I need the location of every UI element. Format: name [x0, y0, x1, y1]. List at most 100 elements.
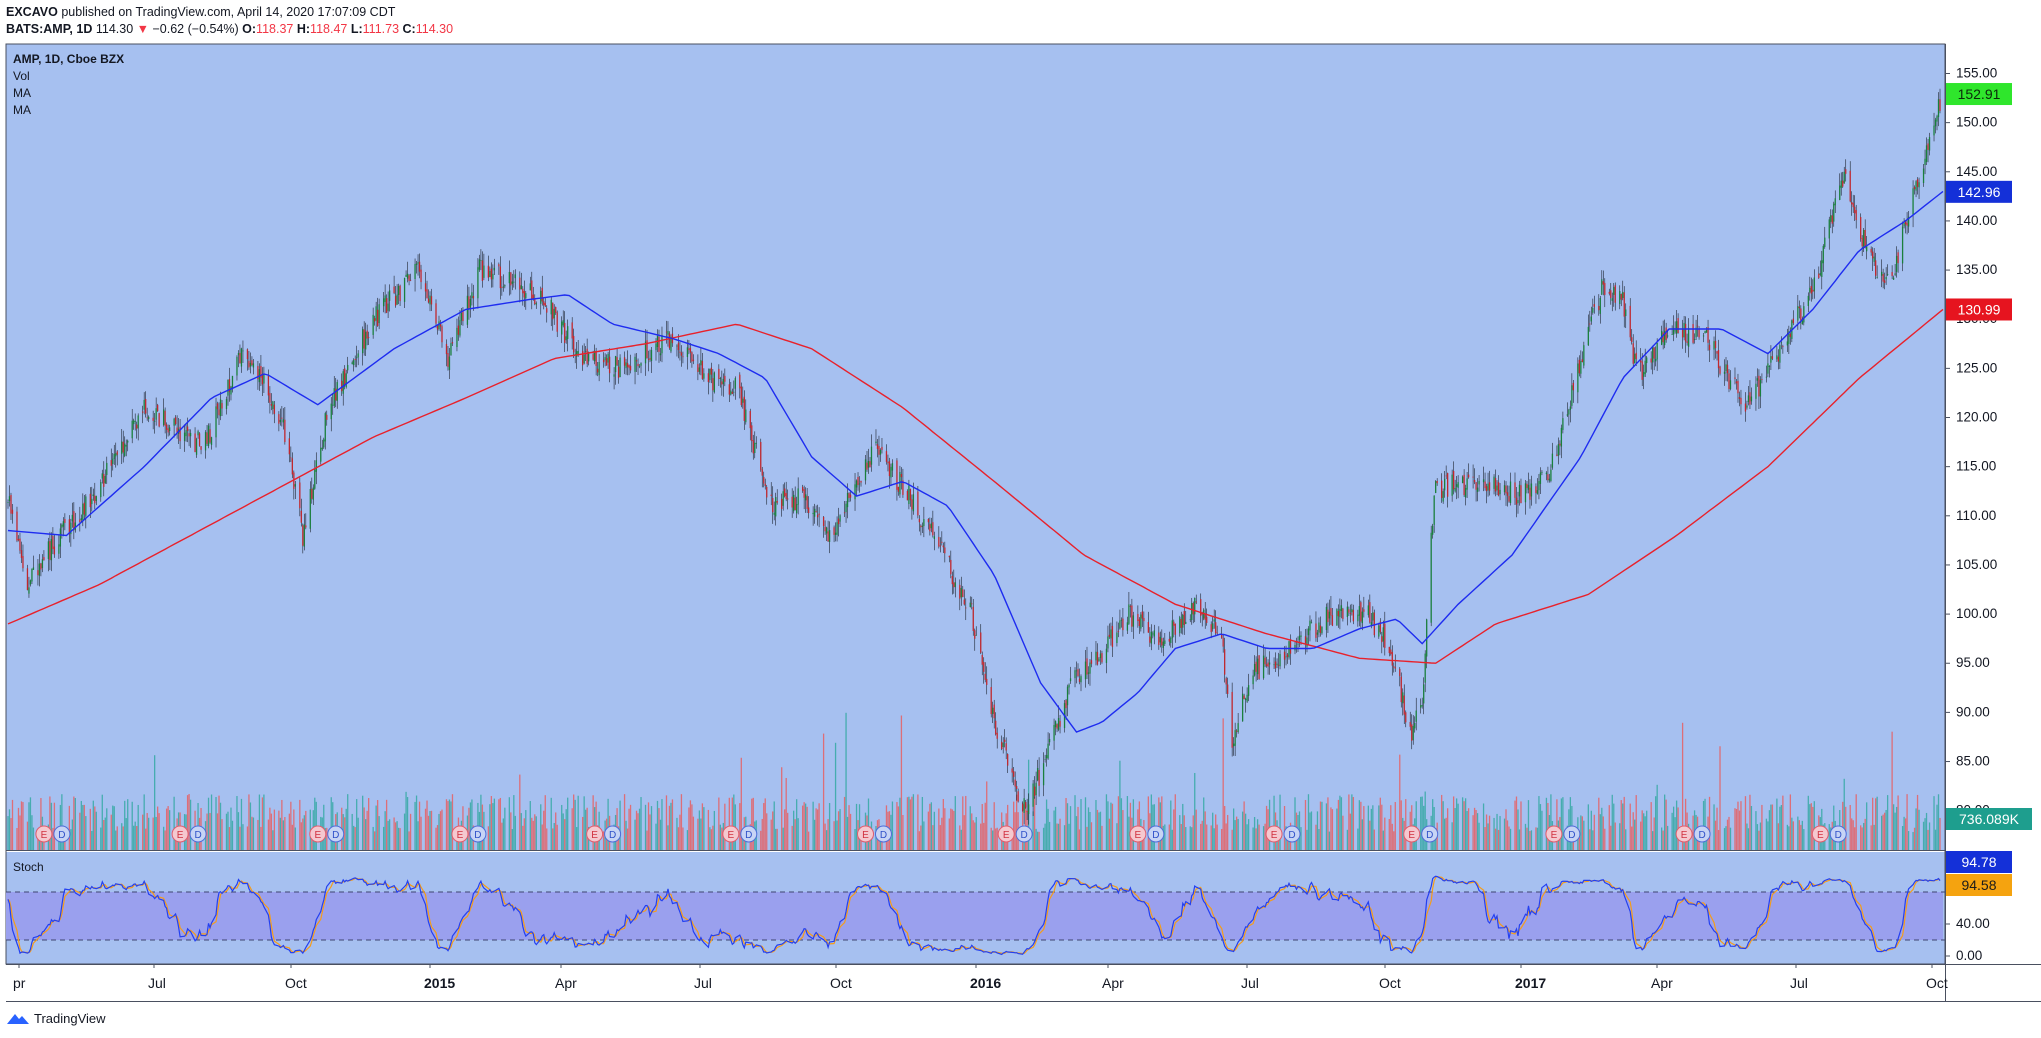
candle-body: [544, 302, 546, 307]
volume-bar: [897, 806, 900, 850]
candle-body: [519, 277, 521, 290]
candle-body: [1164, 640, 1166, 644]
volume-bar: [1885, 809, 1887, 850]
candle-body: [846, 492, 849, 508]
candle-body: [1684, 323, 1687, 342]
volume-bar: [8, 809, 11, 850]
price-axis-ticks[interactable]: 155.00150.00145.00140.00135.00130.00125.…: [1945, 65, 1997, 818]
candle-body: [1473, 479, 1476, 483]
volume-bar: [221, 819, 223, 850]
time-tick-label: Jul: [1790, 975, 1808, 991]
candle-body: [1327, 609, 1329, 623]
volume-bar: [1777, 823, 1780, 850]
candle-body: [1488, 482, 1491, 491]
candle-body: [137, 415, 139, 429]
candle-body: [740, 386, 742, 406]
candle-body: [797, 488, 799, 505]
candle-body: [596, 368, 599, 373]
candle-body: [1560, 427, 1563, 447]
volume-bar: [520, 813, 522, 850]
volume-bar: [1798, 820, 1800, 850]
legend-ma-slow[interactable]: MA: [13, 103, 31, 117]
candle-body: [1631, 337, 1633, 343]
volume-bar: [680, 794, 683, 850]
candle-body: [324, 413, 326, 442]
tradingview-brand[interactable]: TradingView: [6, 1010, 106, 1026]
volume-bar: [1702, 800, 1705, 850]
legend-ma-fast[interactable]: MA: [13, 86, 31, 100]
candle-body: [82, 503, 84, 521]
volume-bar: [1485, 814, 1488, 850]
volume-bar: [373, 831, 376, 850]
legend-stoch[interactable]: Stoch: [13, 860, 44, 874]
dividend-marker-icon: [1693, 825, 1711, 843]
candle-body: [1011, 768, 1013, 773]
candle-body: [1204, 613, 1206, 620]
candle-body: [676, 345, 678, 347]
volume-bar: [121, 823, 123, 850]
candle-body: [1170, 637, 1172, 643]
candle-body: [1807, 295, 1809, 306]
author-name[interactable]: EXCAVO: [6, 5, 58, 19]
candle-body: [489, 270, 491, 278]
volume-bar: [815, 808, 817, 850]
candle-body: [1901, 226, 1904, 264]
volume-bar: [209, 812, 211, 850]
candle-body: [1557, 444, 1560, 456]
volume-bar: [689, 800, 692, 850]
volume-bar: [1255, 828, 1257, 850]
candle-body: [64, 519, 66, 523]
volume-bar: [1613, 803, 1615, 850]
volume-bar: [1441, 794, 1443, 850]
volume-bar: [948, 818, 950, 850]
candle-body: [1168, 638, 1170, 642]
volume-bar: [1936, 804, 1938, 850]
candle-body: [439, 322, 442, 327]
candle-body: [573, 335, 575, 353]
candle-body: [418, 261, 421, 272]
legend-vol[interactable]: Vol: [13, 69, 30, 83]
volume-bar: [525, 810, 527, 850]
candle-body: [154, 420, 156, 422]
volume-bar: [1735, 808, 1738, 850]
volume-bar: [219, 802, 222, 850]
candle-body: [691, 352, 693, 362]
candle-body: [638, 366, 641, 368]
volume-bar: [1759, 822, 1762, 850]
candle-body: [363, 329, 365, 349]
volume-bar: [1424, 791, 1426, 850]
volume-bar: [1264, 823, 1266, 850]
candle-body: [803, 489, 805, 498]
candle-body: [1726, 364, 1729, 374]
volume-bar: [1717, 829, 1720, 850]
candle-body: [1149, 636, 1151, 643]
volume-bar: [531, 817, 533, 850]
volume-bar: [1316, 811, 1319, 850]
volume-bar: [1580, 815, 1582, 850]
volume-bar: [1788, 826, 1790, 850]
volume-bar: [502, 818, 504, 850]
volume-bar: [1227, 814, 1229, 850]
candle-body: [273, 404, 276, 414]
candle-body: [1872, 251, 1874, 259]
earnings-marker-icon: [1545, 825, 1563, 843]
volume-bar: [1906, 794, 1908, 850]
candle-body: [649, 357, 651, 360]
volume-bar: [1164, 824, 1166, 850]
candle-body: [1432, 525, 1434, 535]
candle-body: [739, 374, 741, 389]
volume-bar: [619, 800, 621, 850]
volume-bar: [1515, 796, 1518, 850]
volume-bar: [784, 809, 786, 850]
volume-bar: [1813, 801, 1815, 850]
candle-body: [1084, 661, 1087, 680]
time-axis-labels[interactable]: pr Jul Oct 2015 Apr Jul Oct 2016 Apr Jul Oct 2017 Ap…: [13, 964, 1948, 991]
candle-body: [1467, 474, 1470, 478]
high-value: 118.47: [310, 22, 348, 36]
candle-body: [302, 525, 304, 546]
volume-bar: [950, 808, 952, 850]
candle-body: [773, 512, 775, 515]
price-change: −0.62 (−0.54%): [152, 22, 239, 36]
